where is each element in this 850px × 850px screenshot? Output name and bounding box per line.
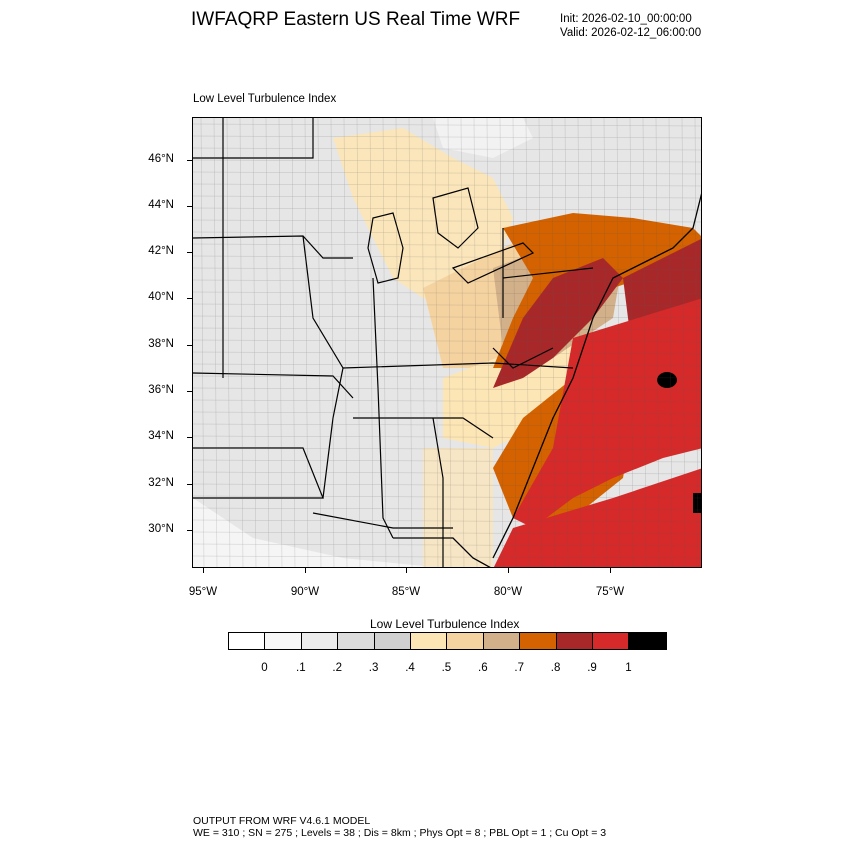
color-legend — [228, 632, 667, 650]
ocean-red-zone — [513, 298, 701, 528]
legend-swatch — [520, 633, 557, 649]
legend-swatch — [338, 633, 375, 649]
legend-swatch — [374, 633, 411, 649]
map-title: IWFAQRP Eastern US Real Time WRF — [191, 9, 521, 30]
lat-tick — [187, 298, 192, 299]
map-panel — [192, 117, 702, 568]
virginia-dark-red-zone — [493, 258, 623, 388]
legend-swatch — [592, 633, 630, 649]
legend-swatch — [410, 633, 448, 649]
lat-tick — [187, 160, 192, 161]
legend-label: .3 — [368, 662, 379, 674]
gulf-light-field — [193, 498, 433, 567]
lat-tick — [187, 391, 192, 392]
lon-tick — [508, 568, 509, 573]
lon-tick — [305, 568, 306, 573]
model-info-line-2: WE = 310 ; SN = 275 ; Levels = 38 ; Dis … — [193, 827, 607, 839]
lat-tick — [187, 437, 192, 438]
lat-label-36: 36°N — [148, 384, 174, 396]
lon-label-85: 85°W — [391, 586, 421, 598]
lat-label-42: 42°N — [148, 245, 174, 257]
legend-swatch — [447, 633, 484, 649]
panel-title: Low Level Turbulence Index — [193, 93, 337, 105]
legend-label: .7 — [514, 662, 524, 674]
lon-label-90: 90°W — [290, 586, 320, 598]
lon-tick — [406, 568, 407, 573]
county-boundaries — [193, 118, 701, 567]
georgia-pale-zone — [423, 448, 493, 567]
max-value-edge-spot — [693, 493, 701, 513]
lat-label-30: 30°N — [148, 523, 174, 535]
legend-swatch — [229, 633, 266, 649]
lake-huron-outline — [432, 187, 479, 249]
lat-tick — [187, 484, 192, 485]
lat-label-40: 40°N — [148, 291, 174, 303]
legend-label: .6 — [478, 662, 488, 674]
state-boundaries — [193, 118, 594, 567]
turbulence-map — [193, 118, 701, 567]
legend-swatch — [265, 633, 302, 649]
lon-label-95: 95°W — [188, 586, 218, 598]
lat-label-46: 46°N — [148, 153, 174, 165]
lon-tick — [610, 568, 611, 573]
lon-tick — [203, 568, 204, 573]
legend-label: 0 — [261, 662, 268, 674]
legend-label: .4 — [405, 662, 415, 674]
lat-label-32: 32°N — [148, 477, 174, 489]
lat-label-38: 38°N — [148, 338, 174, 350]
lat-label-34: 34°N — [148, 430, 174, 442]
legend-label: .8 — [550, 662, 561, 674]
init-time: Init: 2026-02-10_00:00:00 — [560, 13, 692, 25]
lon-label-75: 75°W — [595, 586, 625, 598]
max-value-spot — [657, 372, 677, 388]
ontario-light-field — [433, 118, 533, 158]
legend-label: .5 — [441, 662, 452, 674]
lake-michigan-outline — [367, 212, 404, 284]
legend-swatch — [483, 633, 521, 649]
lon-label-80: 80°W — [493, 586, 523, 598]
legend-swatch — [556, 633, 593, 649]
legend-label: .1 — [296, 662, 306, 674]
legend-swatch — [629, 633, 666, 649]
lat-label-44: 44°N — [148, 199, 174, 211]
southern-ocean-red-zone — [493, 468, 701, 567]
legend-title: Low Level Turbulence Index — [370, 617, 520, 631]
lat-tick — [187, 530, 192, 531]
lat-tick — [187, 252, 192, 253]
legend-label: .9 — [587, 662, 597, 674]
legend-label: .2 — [332, 662, 342, 674]
lat-tick — [187, 345, 192, 346]
valid-time: Valid: 2026-02-12_06:00:00 — [560, 27, 702, 39]
lake-erie-outline — [451, 242, 535, 284]
legend-label: 1 — [625, 662, 632, 674]
lat-tick — [187, 206, 192, 207]
atlantic-coastline — [393, 193, 701, 567]
model-info-line-1: OUTPUT FROM WRF V4.6.1 MODEL — [193, 815, 371, 827]
legend-swatch — [301, 633, 339, 649]
